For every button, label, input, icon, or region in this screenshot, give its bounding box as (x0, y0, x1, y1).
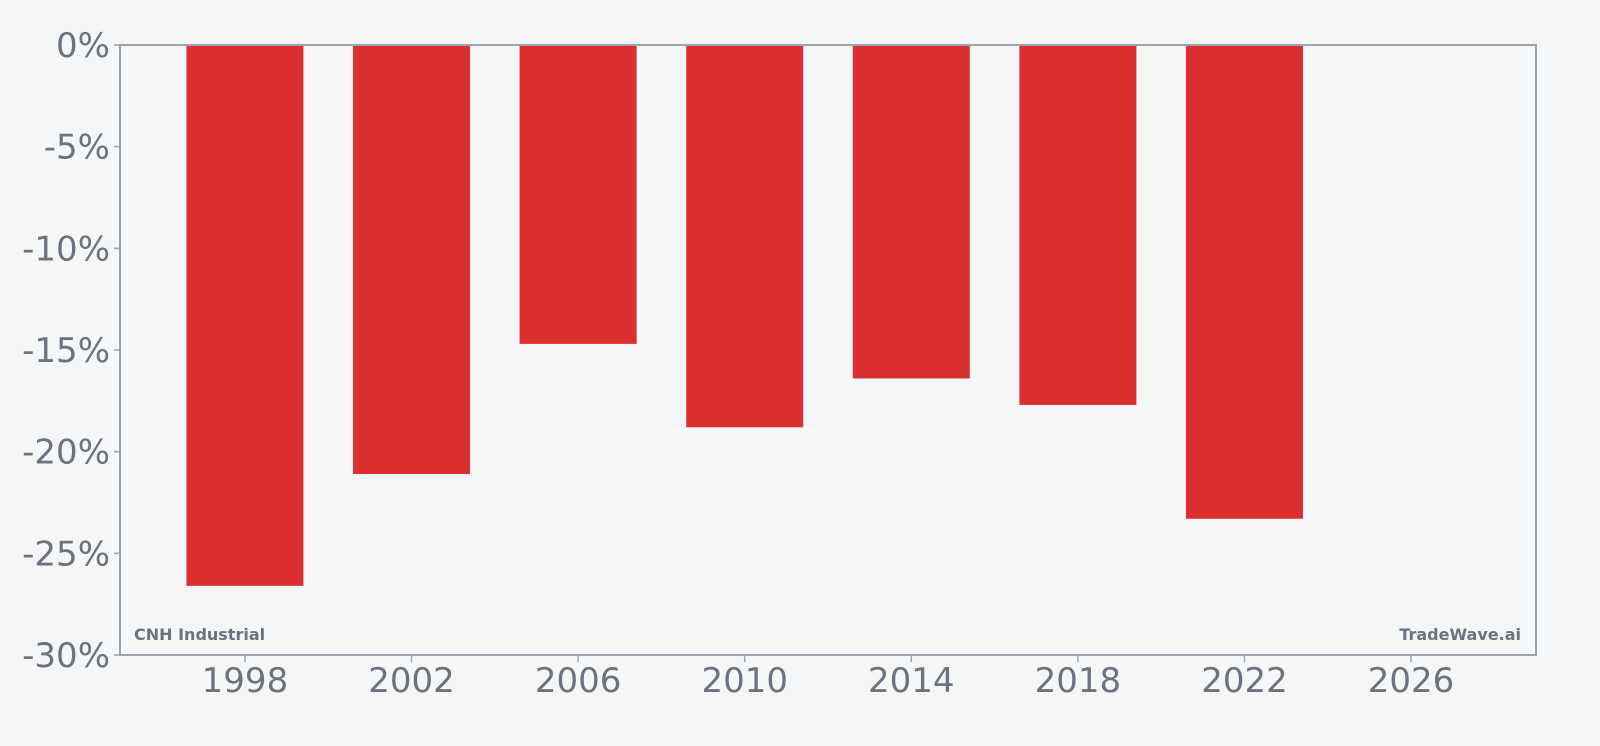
y-tick-label: -5% (44, 128, 110, 168)
x-tick-label: 2022 (1201, 661, 1288, 701)
y-tick-label: -20% (22, 433, 110, 473)
x-tick-label: 2014 (868, 661, 955, 701)
y-tick-label: -10% (22, 229, 110, 269)
x-tick-label: 2026 (1368, 661, 1455, 701)
x-tick-label: 2010 (701, 661, 788, 701)
y-tick-label: -25% (22, 534, 110, 574)
plot-frame (119, 44, 1537, 656)
bar-2022 (1185, 45, 1303, 519)
x-tick-label: 1998 (202, 661, 289, 701)
bar-2006 (519, 45, 637, 344)
bar-2014 (852, 45, 970, 379)
y-axis: 0% -5% -10% -15% -20% -25% -30% (22, 26, 120, 676)
x-axis: 1998 2002 2006 2010 2014 2018 2022 2026 (202, 655, 1455, 701)
bar-2002 (353, 45, 471, 475)
y-tick-label: -15% (22, 331, 110, 371)
x-tick-label: 2018 (1035, 661, 1122, 701)
x-tick-label: 2006 (535, 661, 622, 701)
watermark-right: TradeWave.ai (1399, 625, 1521, 644)
bars-layer (186, 45, 1303, 586)
bar-2018 (1019, 45, 1137, 405)
bar-2010 (686, 45, 804, 428)
y-tick-label: 0% (56, 26, 110, 66)
x-tick-label: 2002 (368, 661, 455, 701)
y-tick-label: -30% (22, 636, 110, 676)
bar-1998 (186, 45, 304, 586)
watermark-left: CNH Industrial (134, 625, 265, 644)
